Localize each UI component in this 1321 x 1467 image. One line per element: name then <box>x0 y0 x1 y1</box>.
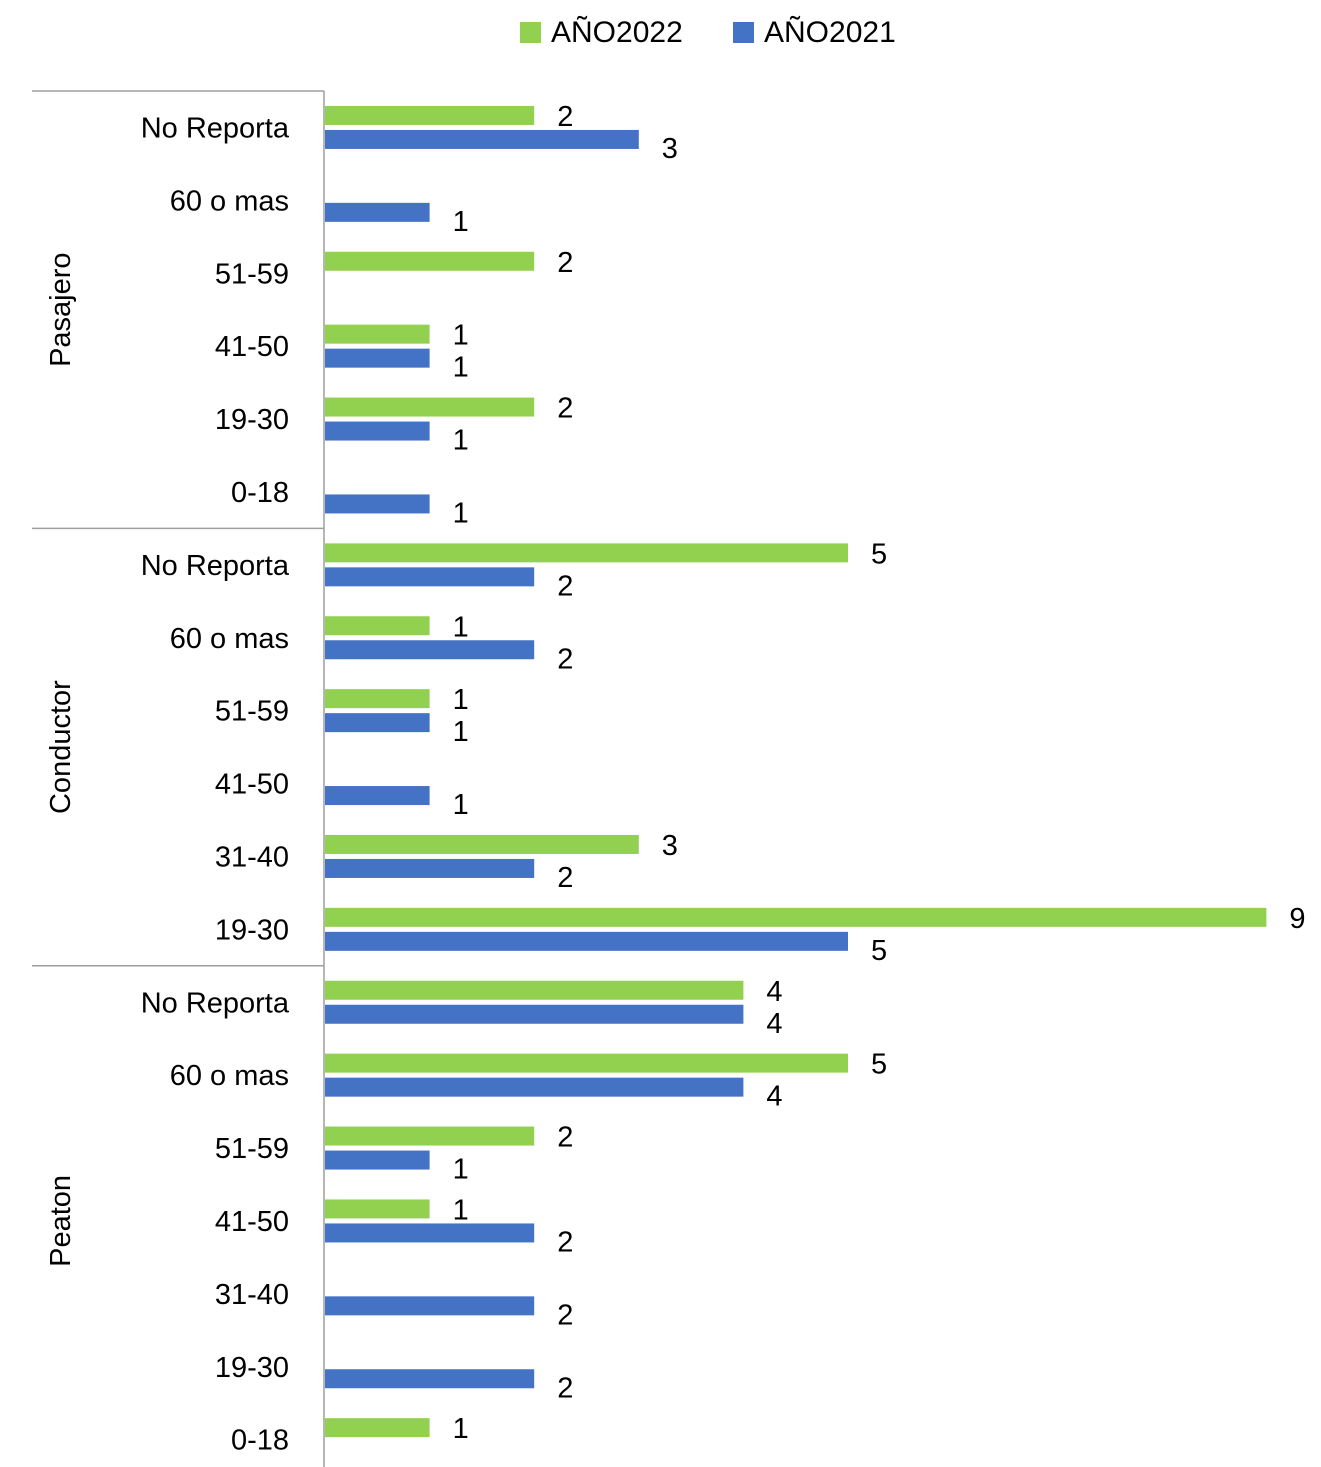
data-label: 1 <box>453 1194 469 1226</box>
bar-2021 <box>325 348 430 368</box>
category-label: 41-50 <box>215 769 289 801</box>
data-label: 1 <box>453 684 469 716</box>
data-label: 5 <box>871 538 887 570</box>
bar-2021 <box>325 494 430 514</box>
legend-swatch-1 <box>733 22 754 43</box>
bar-2022 <box>325 980 744 1000</box>
bar-2022 <box>325 834 639 854</box>
bar-2022 <box>325 105 535 125</box>
legend: AÑO2022 AÑO2021 <box>520 15 896 49</box>
data-label: 1 <box>453 716 469 748</box>
data-label: 4 <box>766 976 782 1008</box>
data-label: 2 <box>557 101 573 133</box>
category-label: 19-30 <box>215 1352 289 1384</box>
bar-2022 <box>325 1053 848 1073</box>
bar-2021 <box>325 1004 744 1024</box>
data-label: 1 <box>453 425 469 457</box>
axes <box>32 90 325 1467</box>
data-label: 5 <box>871 935 887 967</box>
bar-2021 <box>325 713 430 733</box>
category-label: 19-30 <box>215 914 289 946</box>
bar-2021 <box>325 931 848 951</box>
bar-2021 <box>325 786 430 806</box>
group-label-peaton: Peaton <box>45 1175 77 1267</box>
bar-2022 <box>325 616 430 636</box>
data-label: 1 <box>453 789 469 821</box>
category-label: 51-59 <box>215 696 289 728</box>
bar-2021 <box>325 1296 535 1316</box>
bars <box>325 105 1267 1438</box>
data-label: 2 <box>557 570 573 602</box>
data-label: 2 <box>557 1372 573 1404</box>
data-label: 2 <box>557 247 573 279</box>
bar-2021 <box>325 1223 535 1243</box>
category-label: No Reporta <box>141 112 290 144</box>
bar-2021 <box>325 858 535 878</box>
data-label: 1 <box>453 320 469 352</box>
data-label: 9 <box>1289 903 1305 935</box>
bar-2022 <box>325 689 430 709</box>
data-label: 1 <box>453 1413 469 1445</box>
data-label: 2 <box>557 1299 573 1331</box>
data-label: 2 <box>557 862 573 894</box>
data-label: 3 <box>662 830 678 862</box>
category-label: 41-50 <box>215 1206 289 1238</box>
bar-2021 <box>325 640 535 660</box>
data-label: 1 <box>453 611 469 643</box>
data-label: 2 <box>557 1122 573 1154</box>
data-label: 1 <box>453 352 469 384</box>
legend-swatch-0 <box>520 22 541 43</box>
category-label: 60 o mas <box>170 1060 289 1092</box>
data-label: 1 <box>453 206 469 238</box>
bar-2021 <box>325 1150 430 1170</box>
bar-2021 <box>325 1369 535 1389</box>
bar-2022 <box>325 1418 430 1438</box>
category-label: 0-18 <box>231 1425 289 1457</box>
category-label: 60 o mas <box>170 623 289 655</box>
labels: Pasajero No Reporta 2 3 60 o mas 1 51-59 2 41-50… <box>45 101 1306 1457</box>
category-label: 51-59 <box>215 258 289 290</box>
bar-2022 <box>325 907 1267 927</box>
data-label: 5 <box>871 1049 887 1081</box>
bar-2022 <box>325 251 535 271</box>
category-label: 31-40 <box>215 1279 289 1311</box>
bar-2021 <box>325 129 639 149</box>
category-label: 51-59 <box>215 1133 289 1165</box>
bar-2021 <box>325 567 535 587</box>
data-label: 4 <box>766 1008 782 1040</box>
data-label: 2 <box>557 393 573 425</box>
bar-2022 <box>325 1199 430 1219</box>
bar-2022 <box>325 543 848 563</box>
category-label: 31-40 <box>215 841 289 873</box>
category-label: No Reporta <box>141 987 290 1019</box>
data-label: 3 <box>662 133 678 165</box>
group-label-conductor: Conductor <box>45 680 77 814</box>
category-label: 41-50 <box>215 331 289 363</box>
legend-label-1: AÑO2021 <box>764 15 896 49</box>
bar-2021 <box>325 1077 744 1097</box>
data-label: 4 <box>766 1081 782 1113</box>
bar-2021 <box>325 421 430 441</box>
data-label: 2 <box>557 643 573 675</box>
category-label: No Reporta <box>141 550 290 582</box>
category-label: 60 o mas <box>170 185 289 217</box>
data-label: 2 <box>557 1226 573 1258</box>
bar-2022 <box>325 1126 535 1146</box>
bar-2021 <box>325 202 430 222</box>
category-label: 0-18 <box>231 477 289 509</box>
bar-2022 <box>325 324 430 344</box>
bar-2022 <box>325 397 535 417</box>
group-label-pasajero: Pasajero <box>45 252 77 366</box>
legend-label-0: AÑO2022 <box>551 15 683 49</box>
data-label: 1 <box>453 1154 469 1186</box>
category-label: 19-30 <box>215 404 289 436</box>
data-label: 1 <box>453 497 469 529</box>
